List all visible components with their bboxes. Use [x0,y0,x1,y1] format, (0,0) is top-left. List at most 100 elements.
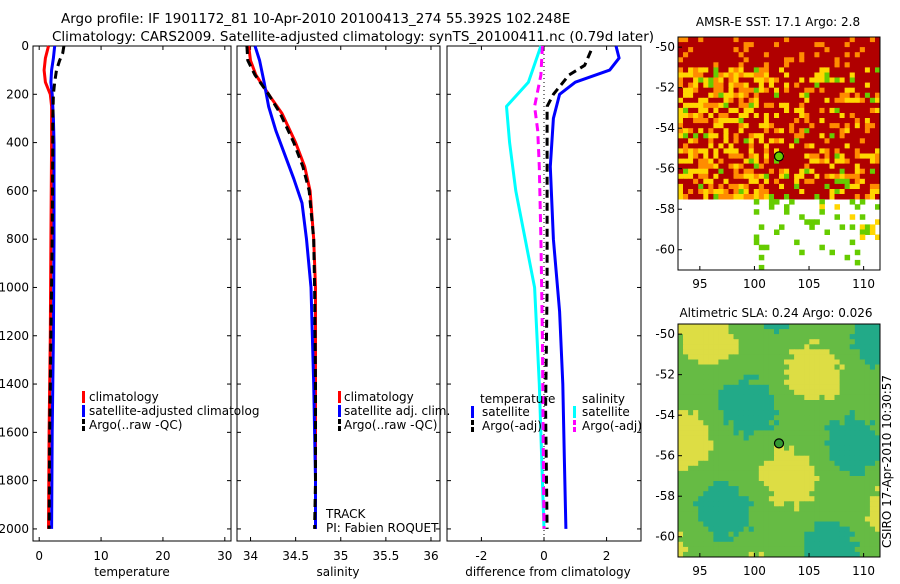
sla-map-cell [809,359,815,365]
sla-map-cell [683,354,689,360]
sla-map-cell [758,541,765,548]
sla-map-cell [789,389,795,396]
sla-map-cell [784,531,790,538]
sst-map-cell [794,113,800,119]
sla-map-cell [753,496,760,502]
sla-map-cell [768,511,775,517]
sst-map-cell [814,153,820,159]
sla-map-cell [819,521,825,527]
sst-map-cell [703,163,709,170]
sla-map-cell [849,526,856,533]
sst-map-cell [824,47,830,53]
sst-map-cell [864,77,871,83]
sst-map-cell [774,52,780,58]
sla-map-cell [774,405,780,411]
sst-map-cell [804,113,810,119]
sst-map-cell [678,102,684,109]
sla-map-cell [743,496,750,502]
sla-map-cell [814,476,820,482]
sla-map-cell [819,394,825,401]
sla-map-cell [854,501,861,507]
sla-map-cell [703,435,709,441]
sla-map-cell [779,531,785,538]
sst-map-cell [733,92,739,99]
sst-map-cell [839,118,846,124]
sla-map-cell [753,460,760,467]
sst-map-cell [743,118,750,124]
sst-map-cell [824,97,830,104]
sla-map-cell [774,445,780,452]
sla-map-cell [819,516,825,522]
sla-map-cell [774,455,780,462]
sla-map-cell [738,349,745,355]
sst-map-cell [799,107,805,114]
sst-map-cell [839,107,846,114]
sst-map-cell [733,87,739,94]
sst-map-cell [738,107,745,114]
sst-map-cell [733,189,739,195]
sla-map-cell [799,491,805,497]
sla-map-cell [688,501,694,507]
sst-map-cell [834,62,840,68]
sla-map-cell [768,405,775,411]
sst-map-cell [753,173,760,180]
sla-map-cell [763,364,770,370]
sla-map-cell [758,410,765,416]
sst-map-cell [768,87,775,94]
sla-map-cell [748,364,755,370]
sla-map-cell [748,334,755,340]
sst-map-cell [708,138,714,144]
sla-map-cell [794,455,800,462]
sst-map-cell [814,173,820,180]
sla-map-cell [723,445,729,452]
sst-map-cell [799,57,805,63]
sst-map-cell [789,128,795,134]
sla-map-cell [829,440,835,446]
sst-map-cell [844,143,851,149]
sla-map-cell [743,470,750,477]
sla-map-cell [774,359,780,365]
sla-map-cell [713,364,719,370]
sla-map-cell [819,526,825,533]
sla-map-cell [763,445,770,452]
sla-map-cell [718,440,724,446]
sst-map-cell [753,153,760,159]
sla-map-cell [834,415,840,421]
sla-map-cell [703,440,709,446]
sst-map-cell [713,52,719,58]
sst-map-cell [693,57,699,63]
sla-map-cell [718,511,724,517]
sst-map-cell [864,87,871,94]
sst-map-cell [839,138,846,144]
sla-map-cell [839,349,846,355]
sla-map-cell [758,506,765,512]
sla-map-cell [844,511,851,517]
sst-map-cell [789,199,795,205]
sst-map-cell [698,158,704,165]
sst-map-cell [768,173,775,180]
temperature-axes-box [32,45,232,542]
sst-map-cell [839,52,846,58]
sst-map-cell [718,37,724,43]
sst-ytick-label: -50 [655,40,675,54]
sla-map-cell [844,435,851,441]
sst-map-cell [814,87,820,94]
sla-map-cell [794,491,800,497]
sla-map-cell [869,389,876,396]
sla-map-cell [854,531,861,538]
sst-map-cell [698,57,704,63]
sst-map-cell [693,72,699,78]
sla-map-cell [834,374,840,381]
sla-map-cell [774,339,780,345]
sst-map-cell [753,178,760,185]
sla-map-cell [829,324,835,330]
sla-map-cell [708,430,714,436]
sla-map-cell [834,521,840,527]
sla-map-cell [799,410,805,416]
sst-map-cell [779,82,785,89]
sla-map-cell [864,460,871,467]
sst-map-cell [758,82,765,89]
sst-map-cell [743,92,750,99]
sla-map-cell [804,460,810,467]
sst-map-cell [703,148,709,154]
